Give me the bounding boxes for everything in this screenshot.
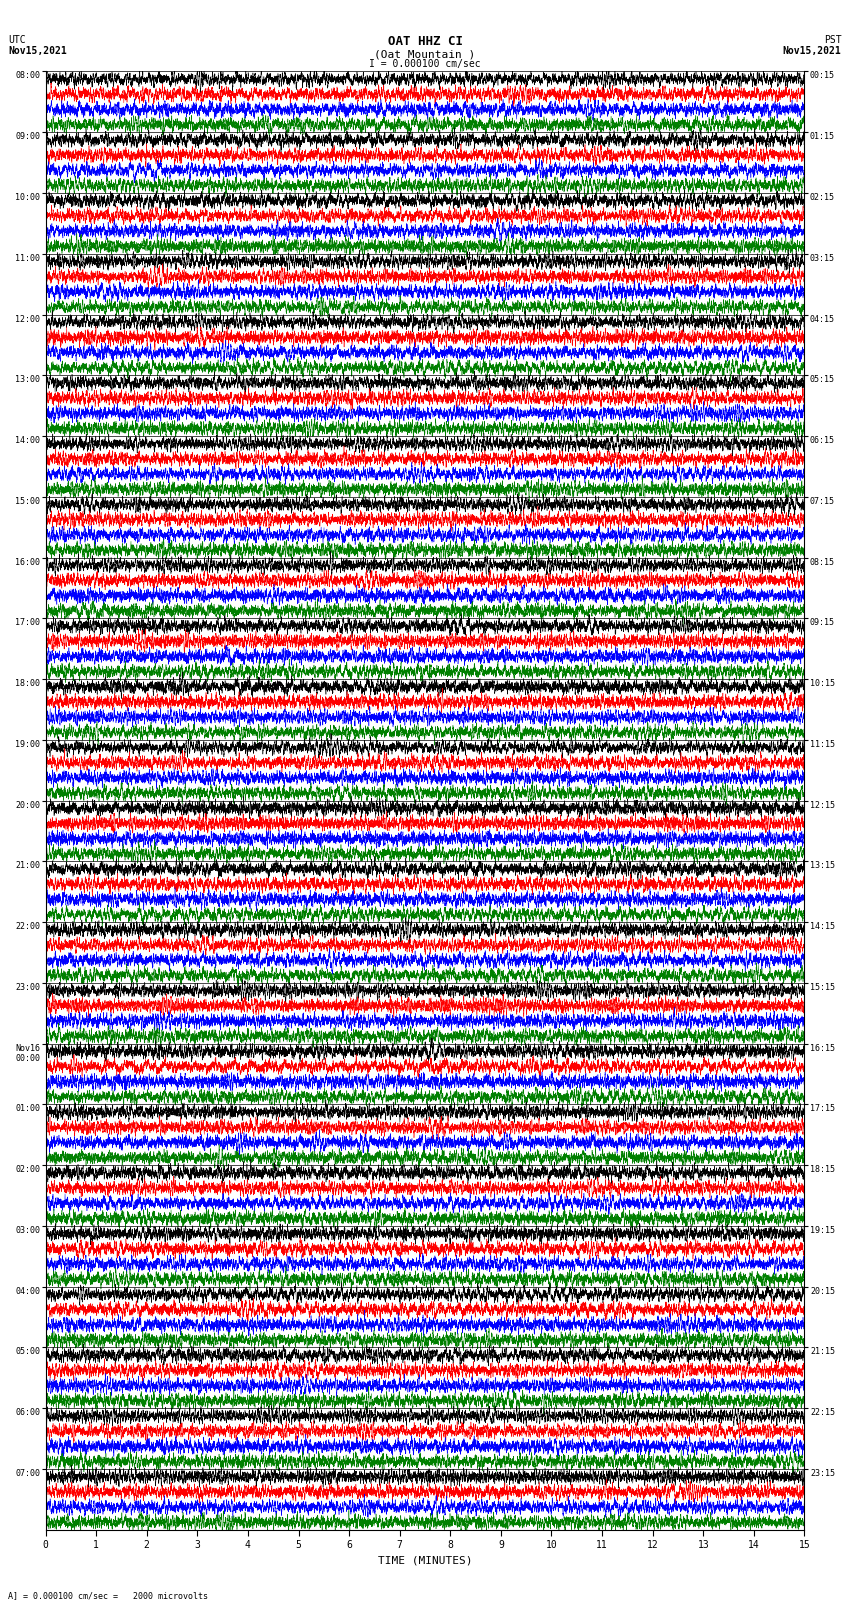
Text: Nov15,2021: Nov15,2021 [8, 47, 67, 56]
Text: UTC: UTC [8, 35, 26, 45]
Text: A] = 0.000100 cm/sec =   2000 microvolts: A] = 0.000100 cm/sec = 2000 microvolts [8, 1590, 208, 1600]
Text: I = 0.000100 cm/sec: I = 0.000100 cm/sec [369, 60, 481, 69]
Text: OAT HHZ CI: OAT HHZ CI [388, 35, 462, 48]
X-axis label: TIME (MINUTES): TIME (MINUTES) [377, 1557, 473, 1566]
Text: (Oat Mountain ): (Oat Mountain ) [374, 50, 476, 60]
Text: PST: PST [824, 35, 842, 45]
Text: Nov15,2021: Nov15,2021 [783, 47, 842, 56]
